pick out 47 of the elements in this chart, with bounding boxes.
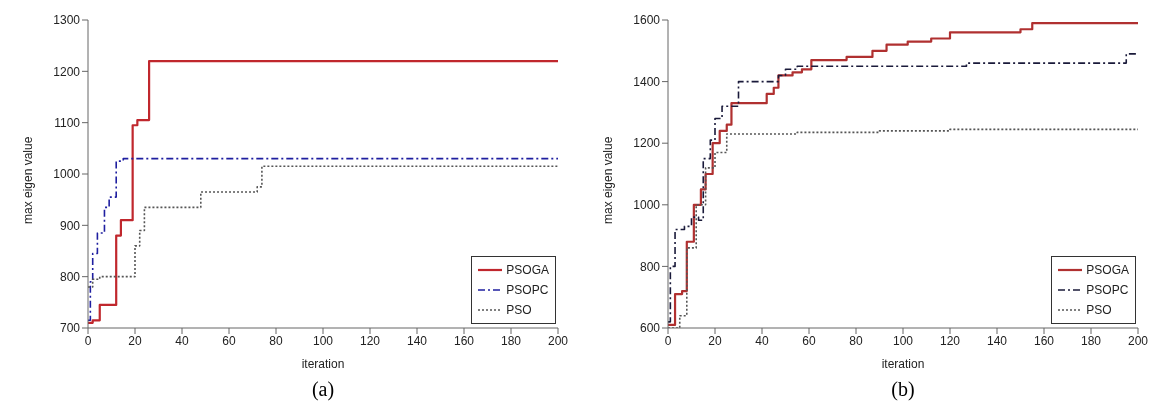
x-tick-label: 20 bbox=[708, 333, 722, 348]
text: (a) bbox=[310, 378, 336, 401]
y-tick-label: 1300 bbox=[53, 13, 81, 28]
legend-label: PSOGA bbox=[1086, 262, 1129, 279]
y-tick-label: 700 bbox=[59, 321, 81, 336]
x-tick-label: 120 bbox=[939, 333, 961, 348]
x-tick-label: 80 bbox=[269, 333, 283, 348]
y-tick-label: 800 bbox=[639, 259, 661, 274]
y-tick-label: 1600 bbox=[633, 13, 661, 28]
x-tick-label: 160 bbox=[453, 333, 475, 348]
y-tick-label: 1100 bbox=[54, 115, 81, 130]
y-tick-label: 1400 bbox=[633, 74, 661, 89]
x-tick-label: 0 bbox=[84, 333, 92, 348]
y-tick-label: 1200 bbox=[53, 64, 81, 79]
y-tick-label: 1200 bbox=[633, 136, 661, 151]
text: (b) bbox=[890, 378, 916, 401]
y-tick-label: 1000 bbox=[633, 198, 661, 213]
x-tick-label: 0 bbox=[664, 333, 672, 348]
x-tick-label: 40 bbox=[175, 333, 189, 348]
x-tick-label: 200 bbox=[1127, 333, 1149, 348]
legend-label: PSO bbox=[1086, 302, 1112, 319]
x-tick-label: 20 bbox=[128, 333, 142, 348]
legend-label: PSOGA bbox=[506, 262, 549, 279]
x-tick-label: 60 bbox=[802, 333, 816, 348]
y-tick-label: 900 bbox=[59, 218, 81, 233]
x-tick-label: 120 bbox=[359, 333, 381, 348]
x-tick-label: 180 bbox=[1080, 333, 1102, 348]
y-axis-title: max eigen value bbox=[601, 136, 616, 224]
legend-label: PSOPC bbox=[506, 282, 549, 299]
y-tick-label: 1000 bbox=[53, 167, 81, 182]
x-tick-label: 200 bbox=[547, 333, 569, 348]
y-tick-label: 600 bbox=[639, 321, 661, 336]
y-tick-label: 800 bbox=[59, 269, 81, 284]
x-tick-label: 100 bbox=[892, 333, 914, 348]
x-tick-label: 40 bbox=[755, 333, 769, 348]
x-tick-label: 140 bbox=[406, 333, 428, 348]
x-tick-label: 80 bbox=[849, 333, 863, 348]
x-tick-label: 140 bbox=[986, 333, 1008, 348]
legend-label: PSO bbox=[506, 302, 532, 319]
x-tick-label: 160 bbox=[1033, 333, 1055, 348]
x-tick-label: 180 bbox=[500, 333, 522, 348]
x-tick-label: 60 bbox=[222, 333, 236, 348]
y-axis-title: max eigen value bbox=[21, 136, 36, 224]
x-tick-label: 100 bbox=[312, 333, 334, 348]
legend-label: PSOPC bbox=[1086, 282, 1129, 299]
x-axis-title: iteration bbox=[881, 357, 925, 371]
x-axis-title: iteration bbox=[301, 357, 345, 371]
